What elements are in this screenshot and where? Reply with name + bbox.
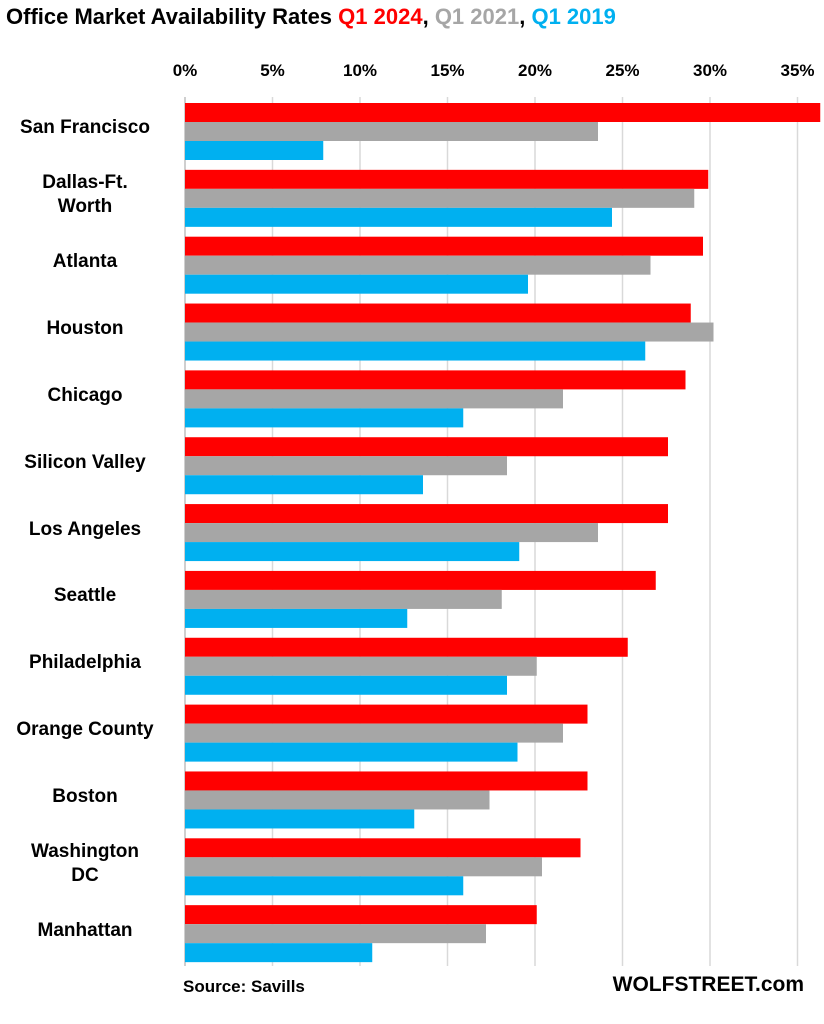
x-tick-label: 30% [693,61,727,80]
source-note: Source: Savills [183,977,305,996]
bar-q1-2024 [185,169,709,189]
x-tick-label: 35% [780,61,814,80]
x-tick-label: 20% [518,61,552,80]
bar-q1-2019 [185,274,528,294]
bar-q1-2024 [185,236,703,256]
category-label: Los Angeles [28,518,142,540]
category-label: Houston [46,317,124,339]
bar-q1-2024 [185,570,656,590]
bar-q1-2024 [185,905,537,925]
bar-q1-2019 [185,542,520,562]
title-part: , [422,4,435,29]
x-tick-label: 25% [605,61,639,80]
bar-q1-2019 [185,742,518,762]
category-label: Orange County [16,719,154,741]
category-label: Boston [52,785,118,807]
bar-q1-2021 [185,122,598,141]
brand-label: WOLFSTREET.com [612,973,804,996]
bar-q1-2021 [185,656,537,676]
x-tick-label: 5% [260,61,285,80]
bar-q1-2024 [185,838,581,858]
category-label: Philadelphia [29,652,141,674]
title-part: Q1 2024 [338,4,423,29]
title-text: Office Market Availability Rates [6,4,339,29]
bar-q1-2021 [185,456,507,476]
bar-q1-2019 [185,809,415,829]
category-label: San Francisco [20,117,150,139]
bar-q1-2024 [185,771,588,791]
x-tick-label: 10% [343,61,377,80]
bar-q1-2019 [185,341,646,361]
category-label: Seattle [53,585,117,607]
bar-q1-2019 [185,475,423,495]
bar-q1-2021 [185,188,695,208]
bar-q1-2024 [185,504,668,524]
category-label: Manhattan [37,919,133,941]
bar-q1-2024 [185,370,686,390]
category-label: Chicago [47,384,123,406]
bar-q1-2024 [185,704,588,724]
bar-q1-2024 [185,637,628,657]
bar-q1-2021 [185,389,563,409]
bar-q1-2021 [185,523,598,543]
title-part: Q1 2019 [531,4,616,29]
bar-q1-2024 [185,103,821,122]
bar-q1-2019 [185,207,612,227]
bar-q1-2021 [185,790,490,810]
bar-q1-2021 [185,723,563,743]
x-tick-label: 0% [173,61,198,80]
bar-q1-2021 [185,589,502,609]
title-part: Q1 2021 [434,4,520,29]
category-label: Silicon Valley [24,451,146,473]
bar-q1-2019 [185,675,507,695]
bar-q1-2021 [185,857,542,877]
bar-q1-2021 [185,322,714,342]
bar-q1-2021 [185,924,486,944]
bar-q1-2019 [185,608,408,628]
bar-q1-2019 [185,141,324,160]
bar-q1-2024 [185,437,668,457]
bar-q1-2019 [185,943,373,963]
category-label: Atlanta [52,251,118,273]
x-tick-label: 15% [430,61,464,80]
bar-q1-2024 [185,303,691,323]
chart-title: Office Market Availability Rates Q1 2024… [6,4,616,30]
category-label: Dallas-Ft. Worth [42,172,128,218]
category-label: Washington DC [31,840,139,886]
bar-q1-2019 [185,876,464,896]
title-part: , [519,4,532,29]
bar-q1-2021 [185,255,651,275]
bar-q1-2019 [185,408,464,428]
